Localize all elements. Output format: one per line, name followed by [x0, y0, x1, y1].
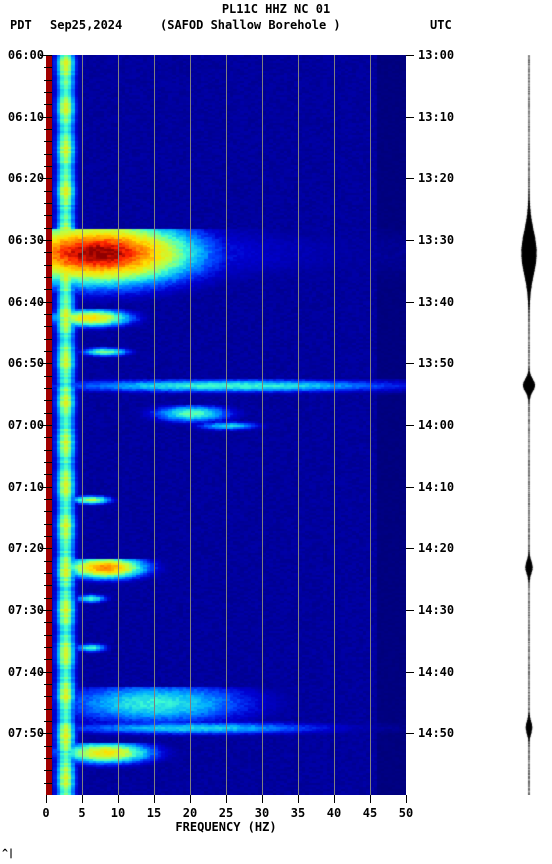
freq-tick-label: 35	[283, 806, 313, 820]
right-time-label: 13:50	[418, 356, 454, 370]
right-time-label: 13:40	[418, 295, 454, 309]
tz-left: PDT	[10, 18, 32, 32]
left-time-label: 07:40	[0, 665, 44, 679]
tz-right: UTC	[430, 18, 452, 32]
title-channel: PL11C HHZ NC 01	[0, 2, 552, 16]
right-time-label: 13:00	[418, 48, 454, 62]
spectrogram-figure: PL11C HHZ NC 01 PDT Sep25,2024 (SAFOD Sh…	[0, 0, 552, 864]
right-time-label: 14:10	[418, 480, 454, 494]
left-time-label: 06:40	[0, 295, 44, 309]
left-time-label: 07:10	[0, 480, 44, 494]
freq-tick-label: 0	[31, 806, 61, 820]
footer-mark: ^|	[2, 848, 14, 859]
freq-tick-label: 25	[211, 806, 241, 820]
right-time-label: 14:50	[418, 726, 454, 740]
right-time-label: 13:30	[418, 233, 454, 247]
left-time-label: 06:30	[0, 233, 44, 247]
freq-tick-label: 40	[319, 806, 349, 820]
right-time-label: 14:30	[418, 603, 454, 617]
amplitude-strip	[520, 55, 538, 795]
right-time-label: 14:40	[418, 665, 454, 679]
freq-tick-label: 5	[67, 806, 97, 820]
left-time-label: 06:10	[0, 110, 44, 124]
right-time-label: 14:20	[418, 541, 454, 555]
date: Sep25,2024	[50, 18, 122, 32]
left-time-label: 07:30	[0, 603, 44, 617]
amplitude-canvas	[520, 55, 538, 795]
left-time-label: 06:20	[0, 171, 44, 185]
left-time-label: 06:50	[0, 356, 44, 370]
freq-tick-label: 45	[355, 806, 385, 820]
right-time-label: 14:00	[418, 418, 454, 432]
freq-tick-label: 10	[103, 806, 133, 820]
spectrogram-plot	[46, 55, 406, 795]
right-time-label: 13:10	[418, 110, 454, 124]
freq-tick-label: 20	[175, 806, 205, 820]
right-time-label: 13:20	[418, 171, 454, 185]
left-time-label: 07:00	[0, 418, 44, 432]
x-axis-label: FREQUENCY (HZ)	[46, 820, 406, 834]
freq-tick-label: 50	[391, 806, 421, 820]
station: (SAFOD Shallow Borehole )	[160, 18, 341, 32]
left-time-label: 07:50	[0, 726, 44, 740]
freq-tick-label: 30	[247, 806, 277, 820]
left-time-label: 07:20	[0, 541, 44, 555]
freq-tick-label: 15	[139, 806, 169, 820]
left-time-label: 06:00	[0, 48, 44, 62]
